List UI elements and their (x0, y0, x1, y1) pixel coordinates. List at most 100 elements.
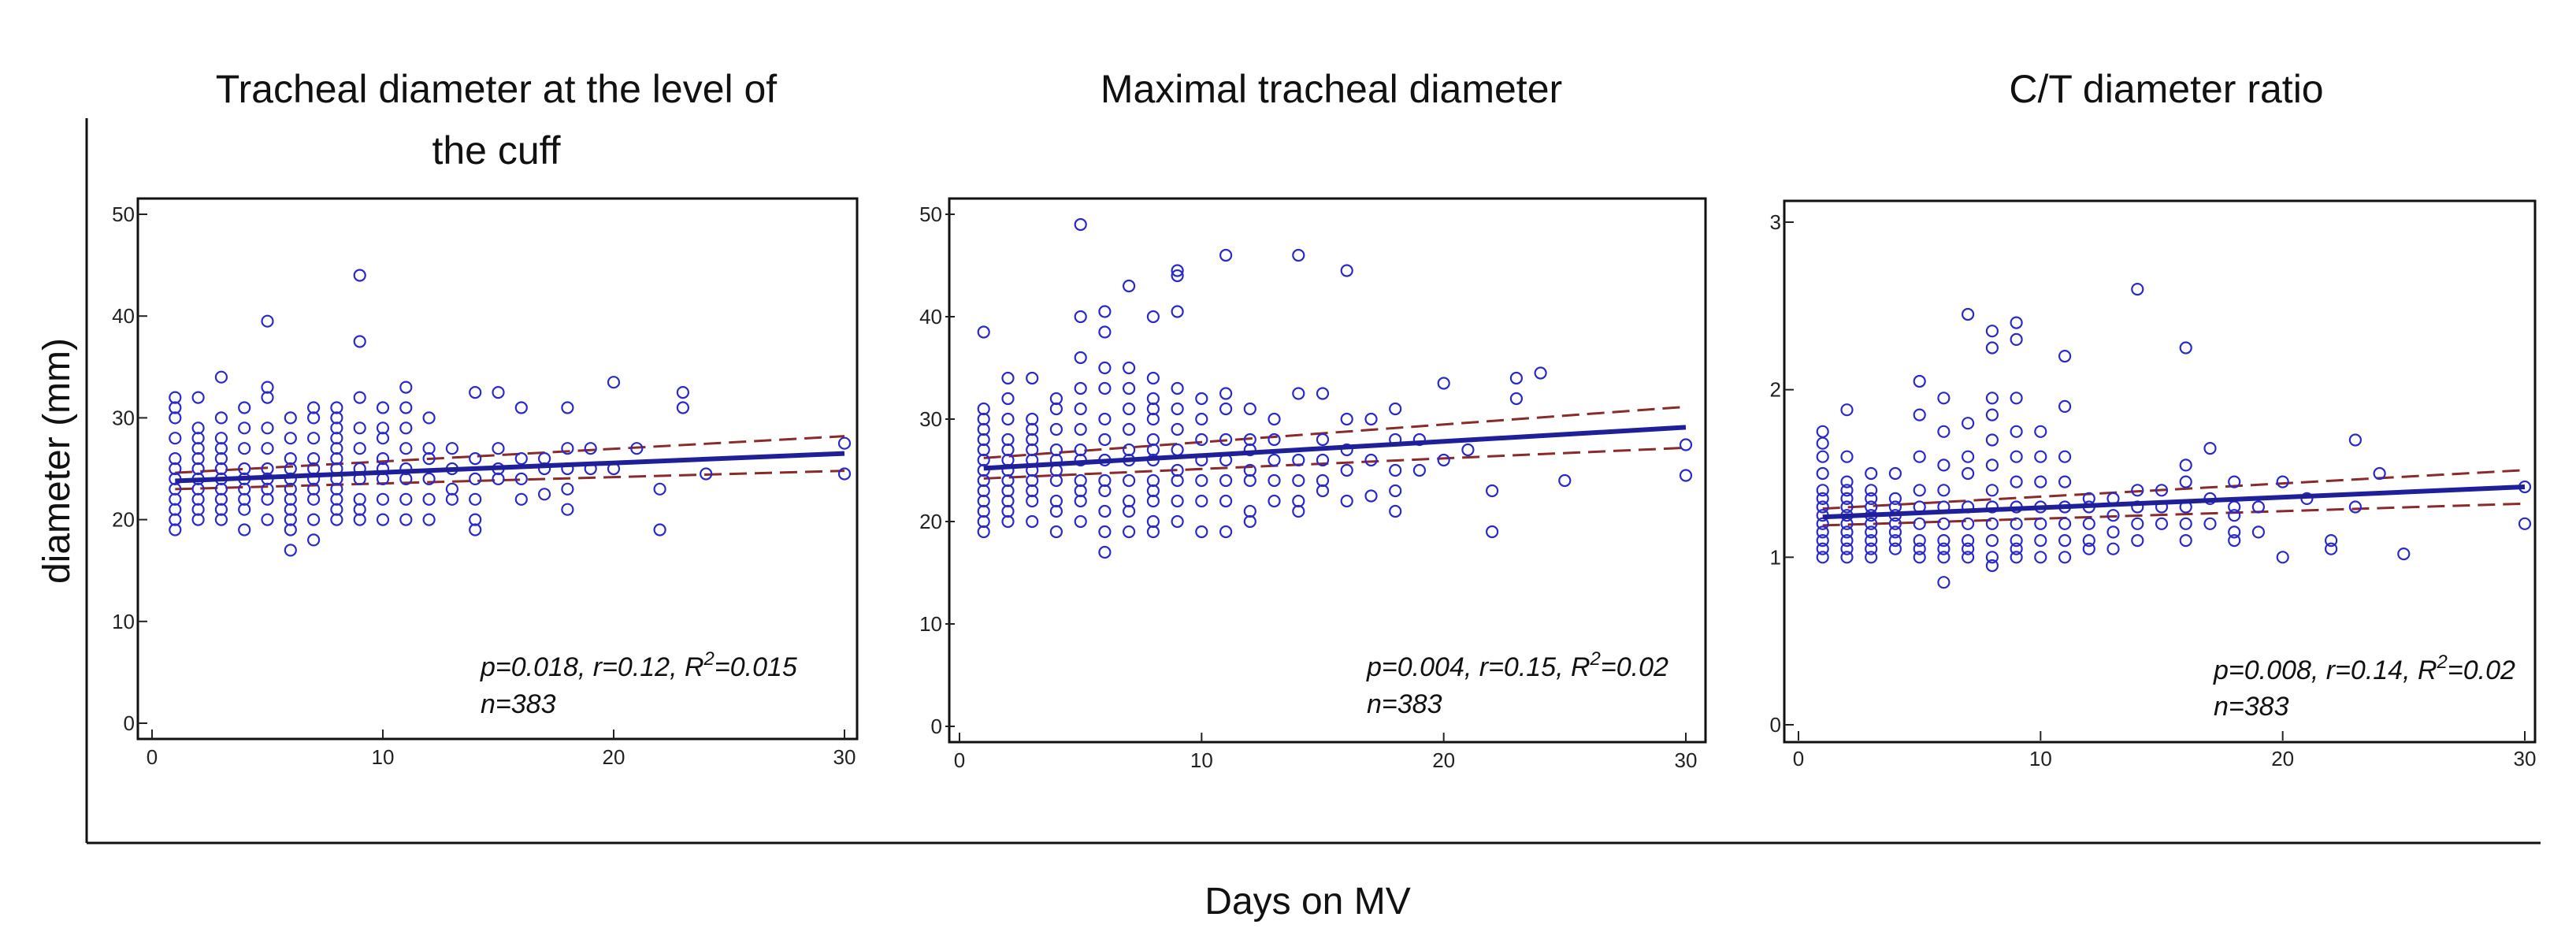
panel-2-data-point (1098, 412, 1112, 426)
panel-2-data-point (1534, 366, 1547, 380)
panel-2-data-point (1195, 494, 1208, 508)
panel-3-data-point (2010, 533, 2023, 548)
panel-3-x-tick-label: 10 (2029, 747, 2052, 770)
panel-3-data-point (1985, 459, 1999, 472)
panel-2-data-point (1122, 443, 1136, 457)
panel-3-data-point (1985, 559, 1999, 573)
panel-1-data-point (561, 503, 574, 516)
panel-3-data-point (2228, 509, 2241, 522)
panel-2-data-point (1026, 412, 1039, 426)
panel-1-data-point (214, 432, 228, 445)
panel-3-data-point (1937, 459, 1951, 472)
panel-2-data-point (1340, 412, 1353, 426)
panel-2-data-point (1049, 494, 1063, 508)
panel-3-data-point (2348, 433, 2362, 447)
panel-3-fit (1822, 484, 2526, 520)
panel-2-data-point (1679, 438, 1693, 451)
panel-3-data-point (2058, 551, 2072, 564)
panel-2-points (977, 217, 1693, 559)
panel-1-data-point (261, 462, 274, 476)
panel-1-data-point (330, 482, 343, 496)
panel-1-data-point (399, 401, 413, 414)
panel-1-data-point (700, 467, 713, 481)
panel-1-data-point (284, 544, 297, 557)
panel-3-data-point (1985, 408, 1999, 421)
panel-3-data-point (2155, 484, 2169, 497)
panel-2-title-line-1: Maximal tracheal diameter (1101, 67, 1562, 111)
panel-2-data-point (1316, 387, 1330, 400)
panel-2-data-point (1219, 433, 1233, 447)
panel-3-data-point (1962, 542, 1975, 555)
panel-3-data-point (2131, 484, 2144, 497)
panel-3-data-point (2179, 341, 2192, 355)
panel-3-n: n=383 (2214, 692, 2289, 722)
panel-1-data-point (469, 451, 482, 466)
panel-2-data-point (1001, 433, 1015, 447)
panel-2-data-point (1098, 361, 1112, 375)
panel-2-data-point (1074, 217, 1087, 232)
panel-1-data-point (399, 492, 413, 506)
panel-2-x-tick-label: 0 (954, 748, 965, 772)
panel-2-data-point (1364, 412, 1378, 426)
panel-3-data-point (1888, 533, 1902, 548)
panel-1-data-point (238, 401, 251, 414)
panel-3-data-point (1985, 517, 1999, 530)
panel-3-y-tick-label: 3 (1770, 210, 1781, 234)
panel-1-data-point (238, 421, 251, 435)
panel-1-data-point (330, 401, 343, 414)
panel-2-data-point (1098, 504, 1112, 518)
panel-3-data-point (1913, 542, 1926, 555)
panel-2-data-point (1122, 402, 1136, 416)
panel-1-title-line-2: the cuff (432, 128, 560, 173)
panel-1-data-point (330, 513, 343, 526)
panel-1-data-point (399, 442, 413, 455)
panel-1-data-point (422, 492, 436, 506)
panel-3-data-point (1840, 551, 1854, 564)
panel-3-data-point (2034, 533, 2047, 548)
panel-1-data-point (514, 472, 528, 486)
panel-3-data-point (1816, 551, 1829, 564)
panel-1-data-point (399, 513, 413, 526)
panel-1-data-point (261, 513, 274, 526)
panel-3-data-point (2106, 542, 2120, 555)
panel-1-stats-prefix: p=0.018, r=0.12, R (480, 652, 704, 682)
panel-1-regression-line (175, 451, 845, 484)
panel-1-data-point (169, 482, 182, 496)
panel-2-x-tick-label: 10 (1190, 748, 1213, 772)
panel-3-data-point (1962, 466, 1975, 481)
panel-3-data-point (1888, 542, 1902, 555)
panel-3-data-point (1865, 551, 1878, 564)
panel-3-data-point (1985, 341, 1999, 355)
panel-2-data-point (1292, 453, 1305, 467)
panel-1-data-point (261, 421, 274, 435)
panel-2-data-point (1122, 473, 1136, 488)
panel-2-y-tick-label: 20 (919, 510, 942, 533)
panel-1-data-point (214, 370, 228, 384)
panel-3-data-point (2325, 533, 2338, 548)
panel-2-data-point (1219, 387, 1233, 400)
panel-3-data-point (1816, 500, 1829, 514)
panel-3-x-tick-label: 30 (2514, 747, 2537, 770)
panel-1-data-point (561, 401, 574, 414)
panel-3-data-point (1937, 392, 1951, 405)
panel-2-data-point (1049, 443, 1063, 457)
panel-3-data-point (1985, 484, 1999, 497)
panel-3-data-point (2082, 533, 2095, 548)
panel-1: Tracheal diameter at the level of the cu… (112, 67, 859, 769)
panel-1-data-point (399, 421, 413, 435)
panel-3-data-point (1888, 492, 1902, 506)
panel-1-data-point (584, 442, 597, 455)
panel-2-data-point (1219, 494, 1233, 508)
panel-1-data-point (214, 411, 228, 425)
panel-3-data-point (1913, 408, 1926, 421)
panel-2-data-point (1219, 525, 1233, 539)
panel-3-data-point (1985, 433, 1999, 447)
panel-3-grid-and-ticks: 0 10 20 30 0 1 2 3 (1770, 210, 2537, 770)
panel-2-n: n=383 (1367, 689, 1442, 719)
panel-3-data-point (1840, 403, 1854, 417)
panel-3-data-point (1937, 576, 1951, 589)
panel-3-data-point (1913, 450, 1926, 463)
panel-3-data-point (1840, 525, 1854, 539)
panel-3-data-point (1962, 517, 1975, 530)
panel-2-data-point (1340, 463, 1353, 477)
